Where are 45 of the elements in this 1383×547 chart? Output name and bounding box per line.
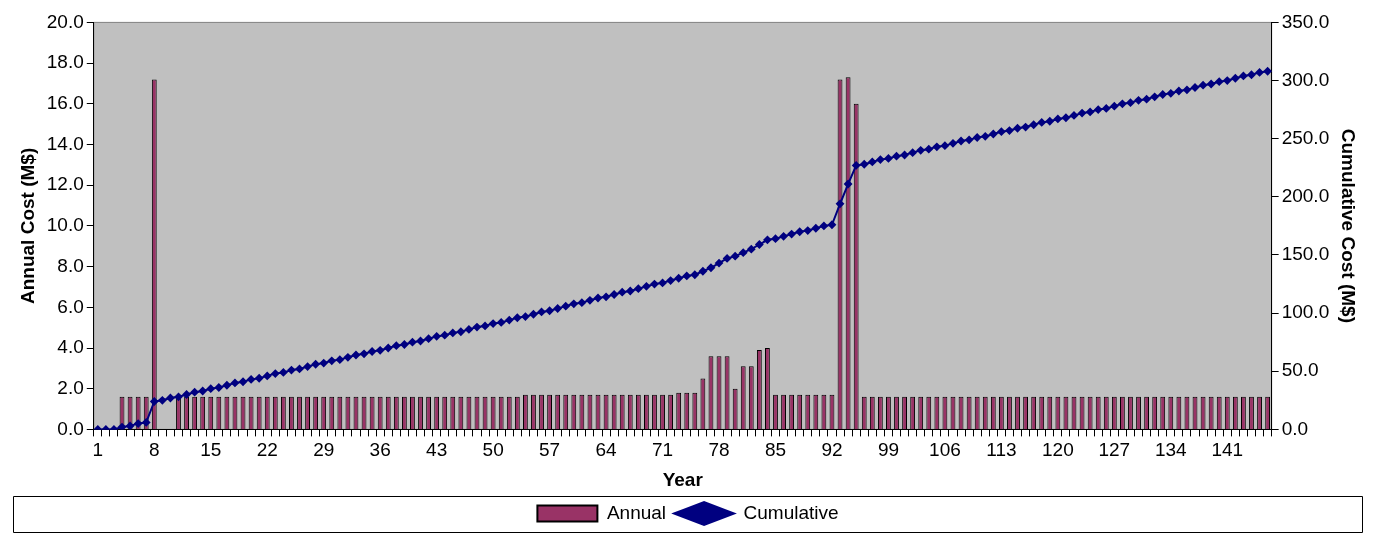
x-tick-label: 36 bbox=[369, 439, 391, 461]
y-tick-label: 4.0 bbox=[57, 336, 84, 358]
y-tick-label: 18.0 bbox=[46, 51, 84, 73]
x-tick-label: 50 bbox=[482, 439, 504, 461]
x-axis-title: Year bbox=[662, 468, 704, 490]
x-tick-label: 120 bbox=[1042, 439, 1074, 461]
y-tick-label: 10.0 bbox=[46, 214, 84, 236]
x-tick-label: 71 bbox=[651, 439, 674, 461]
x-tick-label: 22 bbox=[256, 439, 278, 461]
y-tick-label: 8.0 bbox=[57, 254, 84, 276]
y2-tick-label: 50.0 bbox=[1281, 359, 1319, 381]
x-tick-label: 92 bbox=[821, 439, 843, 461]
y2-tick-label: 300.0 bbox=[1281, 68, 1330, 90]
x-tick-label: 1 bbox=[92, 439, 104, 461]
x-tick-label: 106 bbox=[929, 439, 961, 461]
y2-tick-label: 0.0 bbox=[1281, 417, 1309, 439]
y-tick-label: 14.0 bbox=[46, 132, 84, 154]
y-tick-label: 12.0 bbox=[46, 173, 84, 195]
y2-tick-label: 200.0 bbox=[1281, 185, 1330, 207]
x-tick-label: 134 bbox=[1154, 439, 1188, 461]
x-tick-label: 8 bbox=[149, 439, 160, 461]
y-tick-label: 6.0 bbox=[57, 295, 84, 317]
x-tick-label: 127 bbox=[1098, 439, 1131, 461]
y2-tick-label: 250.0 bbox=[1281, 126, 1330, 148]
x-tick-label: 85 bbox=[764, 439, 787, 461]
y-axis-title: Annual Cost (M$) bbox=[16, 147, 38, 305]
y2-tick-label: 150.0 bbox=[1281, 243, 1330, 265]
x-tick-label: 78 bbox=[708, 439, 730, 461]
legend-label: Annual bbox=[606, 501, 667, 523]
x-tick-label: 141 bbox=[1211, 439, 1244, 461]
legend-label: Cumulative bbox=[743, 501, 839, 523]
x-tick-label: 29 bbox=[313, 439, 335, 461]
y2-axis-title: Cumulative Cost (M$) bbox=[1338, 128, 1360, 324]
x-tick-label: 64 bbox=[595, 439, 618, 461]
y-tick-label: 2.0 bbox=[57, 376, 84, 398]
x-tick-label: 99 bbox=[877, 439, 900, 461]
y2-tick-label: 350.0 bbox=[1281, 10, 1330, 32]
y-tick-label: 20.0 bbox=[46, 10, 84, 32]
x-tick-label: 43 bbox=[426, 439, 448, 461]
y-tick-label: 0.0 bbox=[57, 417, 84, 439]
x-tick-label: 57 bbox=[539, 439, 561, 461]
y-tick-label: 16.0 bbox=[46, 92, 84, 114]
x-tick-label: 15 bbox=[200, 439, 222, 461]
x-tick-label: 113 bbox=[986, 439, 1017, 461]
y2-tick-label: 100.0 bbox=[1281, 301, 1330, 323]
